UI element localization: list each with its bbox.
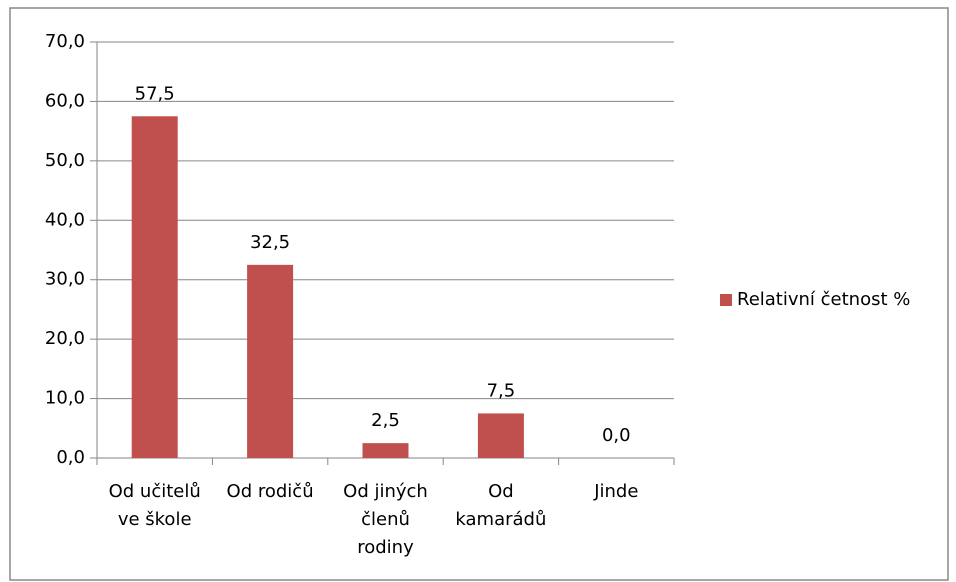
bar — [477, 413, 524, 458]
x-tick-label: Od rodičů — [226, 481, 314, 502]
data-label: 0,0 — [602, 425, 631, 446]
y-tick-label: 10,0 — [45, 388, 85, 409]
bar — [131, 116, 178, 459]
legend-swatch — [720, 294, 732, 306]
data-label: 2,5 — [371, 410, 400, 431]
data-label: 32,5 — [250, 232, 290, 253]
data-label: 57,5 — [135, 83, 175, 104]
x-tick-label: Jinde — [594, 481, 639, 502]
x-tick-label: Od kamarádů — [455, 481, 547, 530]
legend-label: Relativní četnost % — [737, 289, 910, 310]
y-tick-label: 70,0 — [45, 31, 85, 52]
y-tick-label: 40,0 — [45, 209, 85, 230]
y-tick-label: 50,0 — [45, 150, 85, 171]
y-tick-label: 0,0 — [56, 447, 85, 468]
data-label: 7,5 — [487, 380, 516, 401]
y-tick-label: 60,0 — [45, 90, 85, 111]
y-tick-label: 30,0 — [45, 269, 85, 290]
x-tick-label: Od jiných členů rodiny — [343, 481, 428, 558]
y-tick-label: 20,0 — [45, 328, 85, 349]
bar — [362, 443, 409, 458]
x-tick-label: Od učitelů ve škole — [108, 481, 201, 530]
bar — [247, 264, 294, 458]
